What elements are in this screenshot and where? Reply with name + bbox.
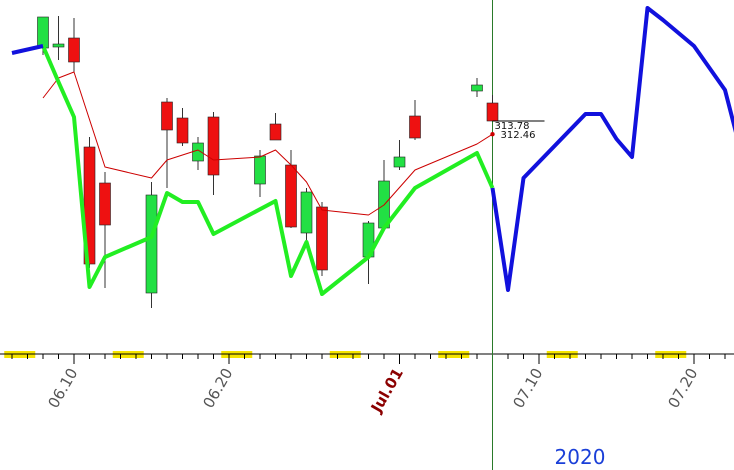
year-label: 2020 bbox=[555, 445, 606, 469]
candle-body bbox=[176, 117, 189, 144]
line-series bbox=[490, 6, 734, 292]
candle-body bbox=[471, 84, 483, 92]
candle-body bbox=[207, 116, 220, 176]
price-label: 313.78 bbox=[495, 121, 530, 132]
candle-body bbox=[269, 123, 282, 141]
candle-body bbox=[486, 102, 499, 122]
candle-body bbox=[99, 182, 111, 226]
candle-body bbox=[409, 115, 421, 139]
candle-body bbox=[161, 101, 173, 131]
ma-dot bbox=[490, 132, 495, 137]
candle-body bbox=[37, 16, 49, 49]
candle-body bbox=[285, 164, 297, 228]
candle-body bbox=[316, 206, 328, 271]
line-series bbox=[42, 71, 493, 216]
line-series bbox=[11, 44, 44, 55]
candle-body bbox=[52, 43, 65, 48]
candle-body bbox=[254, 155, 266, 185]
ma-label: 312.46 bbox=[501, 130, 536, 141]
candle-body bbox=[145, 194, 158, 294]
candle-body bbox=[393, 156, 406, 168]
candle-body bbox=[300, 191, 313, 234]
candle-body bbox=[68, 37, 80, 63]
line-series bbox=[41, 45, 495, 296]
